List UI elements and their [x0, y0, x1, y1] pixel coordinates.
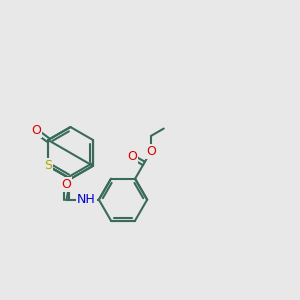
Text: O: O [31, 124, 41, 137]
Text: O: O [127, 150, 136, 163]
Text: O: O [146, 145, 156, 158]
Text: S: S [44, 159, 52, 172]
Text: O: O [61, 178, 71, 191]
Text: NH: NH [77, 193, 96, 206]
